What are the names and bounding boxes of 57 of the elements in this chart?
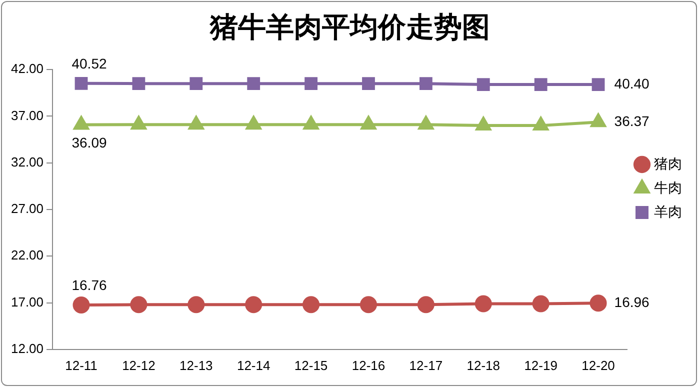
- x-tick-label: 12-16: [352, 358, 386, 373]
- y-tick-label: 32.00: [10, 154, 44, 170]
- point: [362, 77, 375, 90]
- point: [72, 296, 90, 314]
- point: [419, 77, 432, 90]
- point: [476, 117, 491, 131]
- data-label: 16.96: [614, 294, 650, 310]
- point: [74, 76, 88, 90]
- x-tick-label: 12-15: [294, 358, 328, 373]
- point: [188, 296, 205, 314]
- legend-label: 猪肉: [654, 155, 682, 172]
- point: [476, 78, 490, 91]
- point: [534, 78, 548, 91]
- data-label: 16.76: [72, 276, 107, 293]
- chart-title: 猪牛羊肉平均价走势图: [209, 12, 490, 43]
- point: [304, 77, 318, 90]
- data-label: 36.09: [72, 134, 107, 151]
- point: [474, 295, 492, 312]
- point: [130, 296, 148, 314]
- x-tick-label: 12-20: [582, 358, 615, 373]
- y-tick-label: 37.00: [10, 108, 44, 123]
- x-tick-label: 12-17: [409, 358, 443, 373]
- data-label: 40.40: [614, 75, 650, 92]
- point: [532, 295, 550, 312]
- point: [190, 77, 203, 90]
- x-tick-label: 12-11: [65, 358, 98, 373]
- point: [245, 296, 262, 314]
- point: [360, 296, 377, 314]
- point: [417, 296, 434, 314]
- legend-label: 牛肉: [654, 179, 682, 196]
- point: [188, 116, 204, 130]
- point: [247, 77, 260, 90]
- x-tick-label: 12-19: [524, 358, 558, 373]
- point: [246, 116, 262, 130]
- point: [418, 116, 434, 130]
- point: [590, 114, 606, 128]
- point: [360, 116, 376, 130]
- y-tick-label: 27.00: [10, 201, 44, 216]
- point: [533, 117, 548, 131]
- point: [132, 77, 146, 90]
- data-label: 40.52: [72, 55, 107, 72]
- legend-label: 羊肉: [654, 203, 682, 220]
- x-tick-label: 12-18: [466, 358, 500, 373]
- point: [592, 78, 605, 91]
- point: [74, 116, 89, 130]
- x-tick-label: 12-12: [122, 358, 156, 373]
- x-tick-label: 12-14: [236, 358, 270, 373]
- point: [302, 296, 320, 314]
- y-tick-label: 22.00: [10, 248, 44, 263]
- point: [131, 116, 146, 130]
- y-tick-label: 42.00: [10, 61, 44, 76]
- y-tick-label: 17.00: [10, 294, 44, 310]
- y-tick-label: 12.00: [10, 340, 44, 356]
- point: [590, 294, 607, 312]
- point: [303, 116, 319, 130]
- x-tick-label: 12-13: [180, 358, 213, 373]
- data-label: 36.37: [614, 112, 650, 129]
